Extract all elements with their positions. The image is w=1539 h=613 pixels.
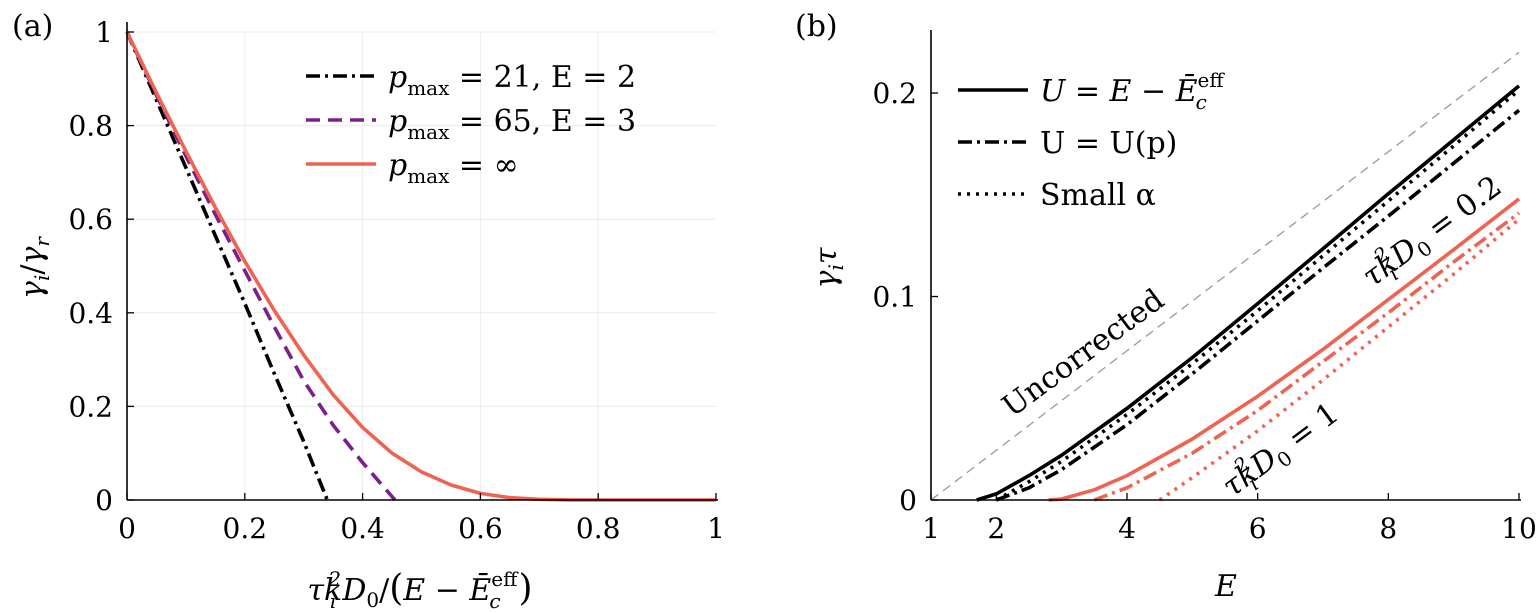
panel-b-legend-label-0: U = E − Ēeff c bbox=[1040, 68, 1225, 114]
panel-a-series-line-0 bbox=[125, 31, 329, 501]
panel-b-y-tick-label-0: 0 bbox=[899, 484, 917, 517]
panel-a-x-tick-label-1: 0.2 bbox=[223, 512, 268, 545]
panel-b-series-line-2 bbox=[995, 108, 1521, 502]
panel-a-y-tick-label-2: 0.4 bbox=[68, 297, 113, 330]
panel-b-series-line-5 bbox=[1093, 211, 1521, 502]
panel-a-series-line-1 bbox=[125, 31, 397, 502]
panel-a-legend-label-2: pmax = ∞ bbox=[388, 148, 519, 188]
panel-b-x-tick-label-2: 4 bbox=[1118, 512, 1136, 545]
panel-a-label: (a) bbox=[12, 9, 53, 44]
panel-b-series-line-6 bbox=[1158, 217, 1521, 502]
annotation-lower-curves: τk2iD0 = 1 bbox=[1212, 391, 1348, 508]
panel-b-x-tick-label-1: 2 bbox=[987, 512, 1005, 545]
panel-a-ylabel: γi/γr bbox=[15, 236, 54, 299]
panel-a-y-tick-label-4: 0.8 bbox=[68, 110, 113, 143]
annotation-uncorrected: Uncorrected bbox=[996, 282, 1171, 424]
panel-b-series-line-3 bbox=[995, 88, 1521, 502]
panel-b-label: (b) bbox=[795, 9, 838, 44]
panel-b-ticks: 1 2 4 6 8 10 0 0.1 0.2 bbox=[872, 77, 1536, 545]
panel-b-x-tick-label-0: 1 bbox=[922, 512, 940, 545]
panel-b-legend-label-1: U = U(p) bbox=[1040, 126, 1177, 161]
panel-b-y-tick-label-1: 0.1 bbox=[872, 281, 917, 314]
panel-b-series-line-0 bbox=[930, 51, 1520, 501]
panel-a-axes bbox=[126, 22, 718, 501]
panel-a-legend-label-1: pmax = 65, E = 3 bbox=[388, 104, 636, 144]
panel-b-legend: U = E − Ēeff c U = U(p) Small α bbox=[958, 68, 1225, 213]
panel-a-series-line-2 bbox=[125, 31, 716, 502]
panel-b-x-tick-label-4: 8 bbox=[1379, 512, 1397, 545]
panel-a-xlabel: τk2 i D0/(E − Ēeff c) bbox=[307, 567, 532, 613]
panel-b-ylabel: γiτ bbox=[809, 247, 848, 288]
panel-b-x-tick-label-5: 10 bbox=[1501, 512, 1537, 545]
panel-b-legend-label-2: Small α bbox=[1040, 178, 1156, 213]
panel-a-x-tick-label-0: 0 bbox=[118, 512, 136, 545]
panel-a-grid bbox=[127, 31, 716, 500]
panel-a-y-tick-label-5: 1 bbox=[95, 16, 113, 49]
panel-a-x-tick-label-5: 1 bbox=[707, 512, 725, 545]
panel-a-legend-label-0: pmax = 21, E = 2 bbox=[388, 60, 636, 100]
panel-a-series bbox=[125, 31, 716, 502]
panel-b-series-line-1 bbox=[976, 84, 1521, 502]
panel-a-x-tick-label-4: 0.8 bbox=[576, 512, 621, 545]
panel-a-x-tick-label-3: 0.6 bbox=[458, 512, 503, 545]
panel-a: (a) 0 0.2 0.4 0.6 0.8 1 0 0.2 0.4 0.6 0.8 1 pmax = … bbox=[12, 9, 725, 613]
panel-a-y-tick-label-1: 0.2 bbox=[68, 390, 113, 423]
panel-a-x-tick-label-2: 0.4 bbox=[340, 512, 385, 545]
panel-a-y-tick-label-3: 0.6 bbox=[68, 203, 113, 236]
panel-b: (b) 1 2 4 6 8 10 0 0.1 0.2 U = E − Ēeff c U = U(p)… bbox=[795, 9, 1537, 604]
panel-b-xlabel: E bbox=[1214, 569, 1237, 604]
panel-a-y-tick-label-0: 0 bbox=[95, 484, 113, 517]
panel-b-y-tick-label-2: 0.2 bbox=[872, 77, 917, 110]
panel-b-series-line-4 bbox=[1048, 197, 1521, 502]
panel-b-x-tick-label-3: 6 bbox=[1249, 512, 1267, 545]
panel-a-ticks: 0 0.2 0.4 0.6 0.8 1 0 0.2 0.4 0.6 0.8 1 bbox=[68, 16, 724, 545]
panel-b-axes bbox=[930, 30, 1521, 501]
panel-b-series bbox=[930, 51, 1521, 502]
